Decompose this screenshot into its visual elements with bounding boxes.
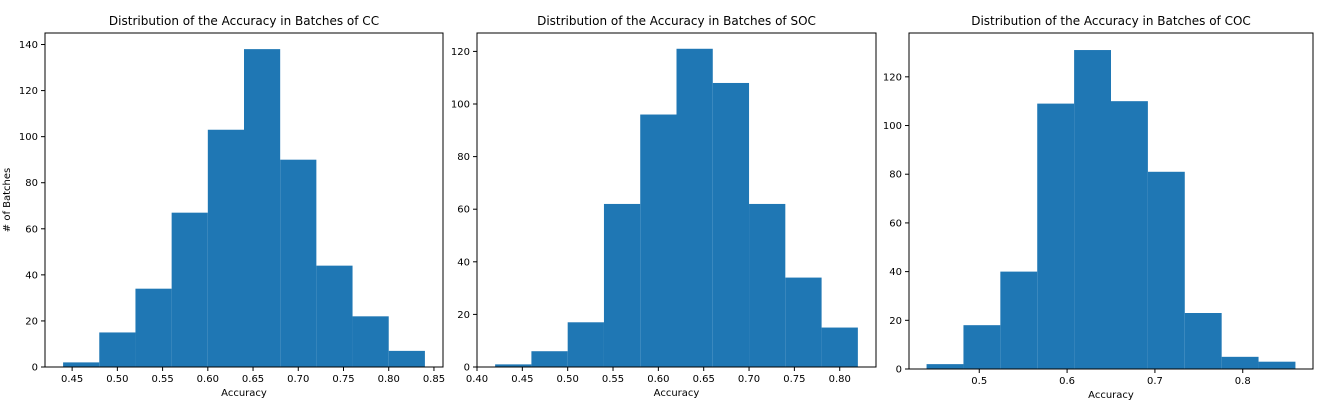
y-tick-label: 140 — [19, 40, 38, 51]
y-tick-label: 0 — [464, 363, 470, 374]
histogram-bar — [1147, 171, 1185, 369]
y-axis-label: # of Batches — [2, 168, 13, 232]
histogram-bar — [280, 159, 317, 367]
x-tick-label: 0.45 — [511, 374, 533, 385]
x-tick-label: 0.55 — [151, 374, 173, 385]
y-tick-label: 100 — [451, 100, 470, 111]
histogram-bar — [676, 48, 713, 367]
plot-frame — [908, 32, 1314, 370]
histogram-soc: Distribution of the Accuracy in Batches … — [451, 14, 877, 399]
y-tick-label: 40 — [25, 270, 38, 281]
histogram-bar — [1074, 50, 1111, 369]
y-tick-label: 120 — [451, 47, 470, 58]
histogram-bar — [388, 350, 425, 367]
histogram-bar — [963, 325, 1001, 369]
histogram-bar — [603, 203, 641, 367]
histogram-bar — [244, 49, 281, 367]
chart-title: Distribution of the Accuracy in Batches … — [109, 14, 379, 28]
x-tick-label: 0.70 — [287, 374, 309, 385]
x-tick-label: 0.75 — [783, 374, 805, 385]
y-tick-label: 20 — [889, 316, 902, 327]
y-tick-label: 60 — [457, 205, 470, 216]
x-tick-label: 0.70 — [738, 374, 760, 385]
y-tick-label: 80 — [25, 178, 38, 189]
histogram-bar — [1111, 101, 1148, 369]
y-tick-label: 120 — [19, 86, 38, 97]
histogram-bar — [316, 265, 353, 367]
y-tick-label: 0 — [896, 365, 902, 376]
x-axis-label: Accuracy — [654, 388, 700, 399]
histogram-bar — [1184, 313, 1222, 369]
y-tick-label: 60 — [889, 218, 902, 229]
histogram-bar — [567, 322, 604, 367]
x-tick-label: 0.60 — [647, 374, 669, 385]
chart-title: Distribution of the Accuracy in Batches … — [971, 14, 1251, 28]
histogram-bar — [1221, 356, 1259, 369]
y-tick-label: 20 — [457, 310, 470, 321]
x-tick-label: 0.45 — [61, 374, 83, 385]
x-tick-label: 0.80 — [829, 374, 851, 385]
plot-frame — [476, 32, 877, 368]
histogram-bar — [63, 362, 100, 367]
histogram-bar — [495, 364, 532, 367]
x-tick-label: 0.5 — [971, 376, 987, 387]
x-tick-label: 0.65 — [242, 374, 264, 385]
histogram-bar — [135, 288, 172, 367]
histogram-bar — [926, 364, 964, 369]
x-tick-label: 0.60 — [197, 374, 219, 385]
x-tick-label: 0.75 — [332, 374, 354, 385]
x-tick-label: 0.40 — [466, 374, 488, 385]
x-tick-label: 0.8 — [1235, 376, 1251, 387]
histogram-bar — [749, 203, 786, 367]
x-tick-label: 0.65 — [693, 374, 715, 385]
histogram-bar — [171, 212, 208, 367]
y-tick-label: 100 — [883, 121, 902, 132]
x-tick-label: 0.55 — [602, 374, 624, 385]
x-axis-label: Accuracy — [1088, 390, 1134, 401]
histogram-bar — [1258, 361, 1296, 369]
y-tick-label: 0 — [32, 363, 38, 374]
chart-title: Distribution of the Accuracy in Batches … — [537, 14, 816, 28]
histogram-bar — [99, 332, 136, 367]
histogram-bar — [1000, 271, 1038, 369]
histogram-bar — [640, 114, 677, 367]
y-tick-label: 80 — [457, 152, 470, 163]
histogram-bar — [785, 277, 822, 367]
x-axis-label: Accuracy — [221, 388, 267, 399]
x-tick-label: 0.50 — [106, 374, 128, 385]
histogram-bar — [352, 316, 389, 367]
histogram-cc: Distribution of the Accuracy in Batches … — [2, 14, 445, 399]
x-tick-label: 0.85 — [423, 374, 445, 385]
histogram-bar — [821, 327, 858, 367]
x-tick-label: 0.6 — [1059, 376, 1075, 387]
y-tick-label: 100 — [19, 132, 38, 143]
y-tick-label: 120 — [883, 72, 902, 83]
x-tick-label: 0.50 — [557, 374, 579, 385]
x-tick-label: 0.80 — [378, 374, 400, 385]
y-tick-label: 20 — [25, 316, 38, 327]
histogram-bar — [1037, 103, 1075, 369]
y-tick-label: 40 — [457, 257, 470, 268]
histogram-bar — [712, 82, 750, 367]
histogram-bar — [531, 351, 568, 367]
y-tick-label: 40 — [889, 267, 902, 278]
plot-frame — [44, 32, 444, 368]
histogram-bar — [207, 129, 244, 367]
histogram-coc: Distribution of the Accuracy in Batches … — [883, 14, 1314, 401]
x-tick-label: 0.7 — [1147, 376, 1163, 387]
y-tick-label: 60 — [25, 224, 38, 235]
y-tick-label: 80 — [889, 170, 902, 181]
